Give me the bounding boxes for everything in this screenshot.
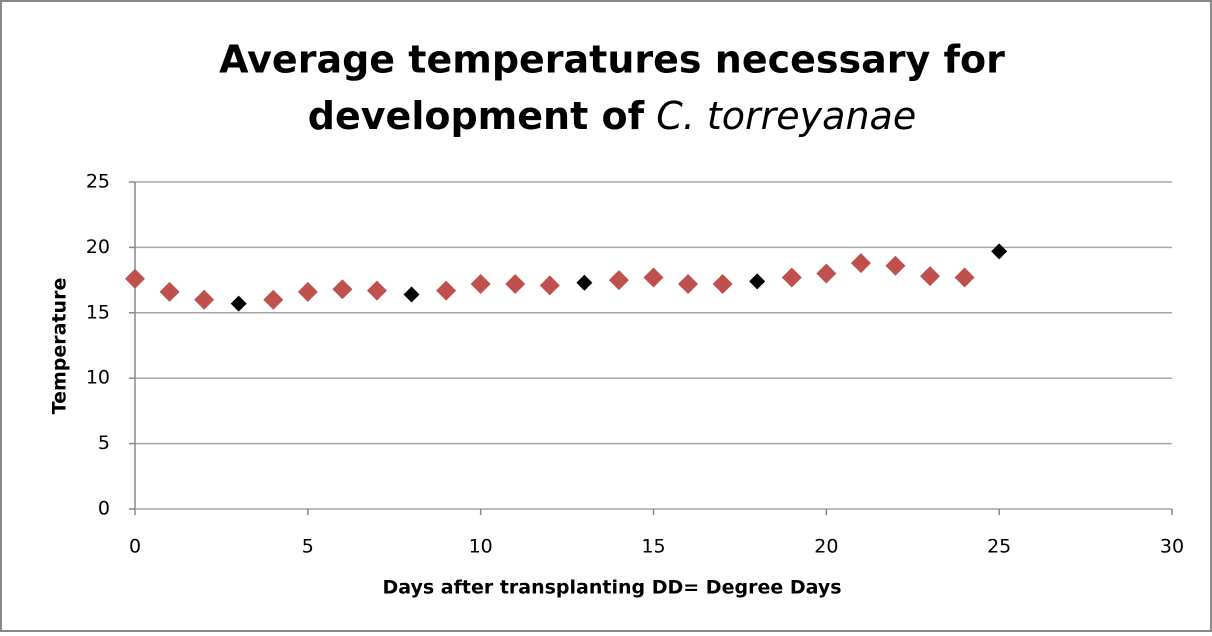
point [920, 266, 941, 287]
x-tick-label: 15 [641, 536, 665, 558]
point [263, 289, 284, 310]
point [991, 243, 1008, 260]
chart-title-part: C. torreyanae [656, 94, 916, 138]
y-tick-label: 5 [98, 432, 110, 454]
point [194, 289, 215, 310]
point [366, 280, 387, 301]
point [816, 263, 837, 284]
y-tick-label: 15 [86, 301, 110, 323]
x-tick-label: 20 [814, 536, 838, 558]
chart-title-part: development of [308, 94, 645, 138]
point [159, 281, 180, 302]
x-axis-label: Days after transplanting DD= Degree Days [382, 577, 841, 599]
x-tick-label: 10 [469, 536, 493, 558]
x-tick-label: 5 [302, 536, 314, 558]
point [403, 286, 420, 303]
point [230, 295, 247, 312]
point [643, 267, 664, 288]
point [436, 280, 457, 301]
point [576, 274, 593, 291]
y-tick-label: 10 [86, 367, 110, 389]
point [332, 279, 353, 300]
point [505, 274, 526, 295]
chart-title: Average temperatures necessary for [219, 38, 1005, 82]
point [885, 255, 906, 276]
chart-title: development of C. torreyanae [308, 94, 916, 138]
x-tick-label: 25 [987, 536, 1011, 558]
y-tick-label: 20 [86, 236, 110, 258]
point [608, 270, 629, 291]
point [712, 274, 733, 295]
x-tick-label: 30 [1160, 536, 1184, 558]
y-tick-label: 0 [98, 498, 110, 520]
point [678, 274, 699, 295]
point [539, 275, 560, 296]
y-tick-label: 25 [86, 171, 110, 193]
point [749, 273, 766, 290]
point [297, 281, 318, 302]
y-axis-label: Temperature [49, 278, 71, 415]
point [850, 253, 871, 274]
x-tick-label: 0 [129, 536, 141, 558]
point [954, 267, 975, 288]
point [125, 268, 145, 289]
point [470, 274, 491, 295]
point [781, 267, 802, 288]
